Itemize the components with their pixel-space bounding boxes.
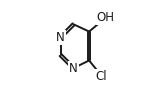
Text: OH: OH — [97, 11, 115, 24]
Text: N: N — [69, 62, 78, 75]
Text: N: N — [56, 31, 65, 44]
Text: Cl: Cl — [95, 70, 106, 83]
